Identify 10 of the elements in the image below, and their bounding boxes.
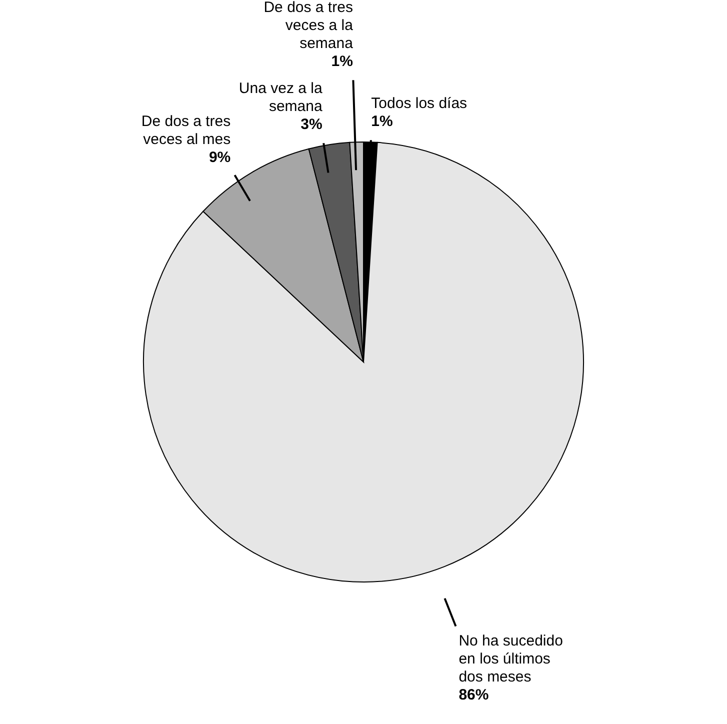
slice-label: Una vez a la semana [238, 80, 323, 116]
slice-label: De dos a tres veces a la semana [264, 0, 354, 52]
slice-label: Todos los días [371, 95, 468, 112]
data-label: 9% [208, 149, 231, 166]
data-label: 1% [371, 113, 393, 130]
data-label: 86% [458, 686, 489, 704]
slice-label: No ha sucedido en los últimos dos meses [458, 632, 563, 686]
data-label: 1% [331, 53, 353, 70]
slice-label: De dos a tres veces al mes [141, 113, 231, 148]
data-label: 3% [300, 116, 322, 134]
